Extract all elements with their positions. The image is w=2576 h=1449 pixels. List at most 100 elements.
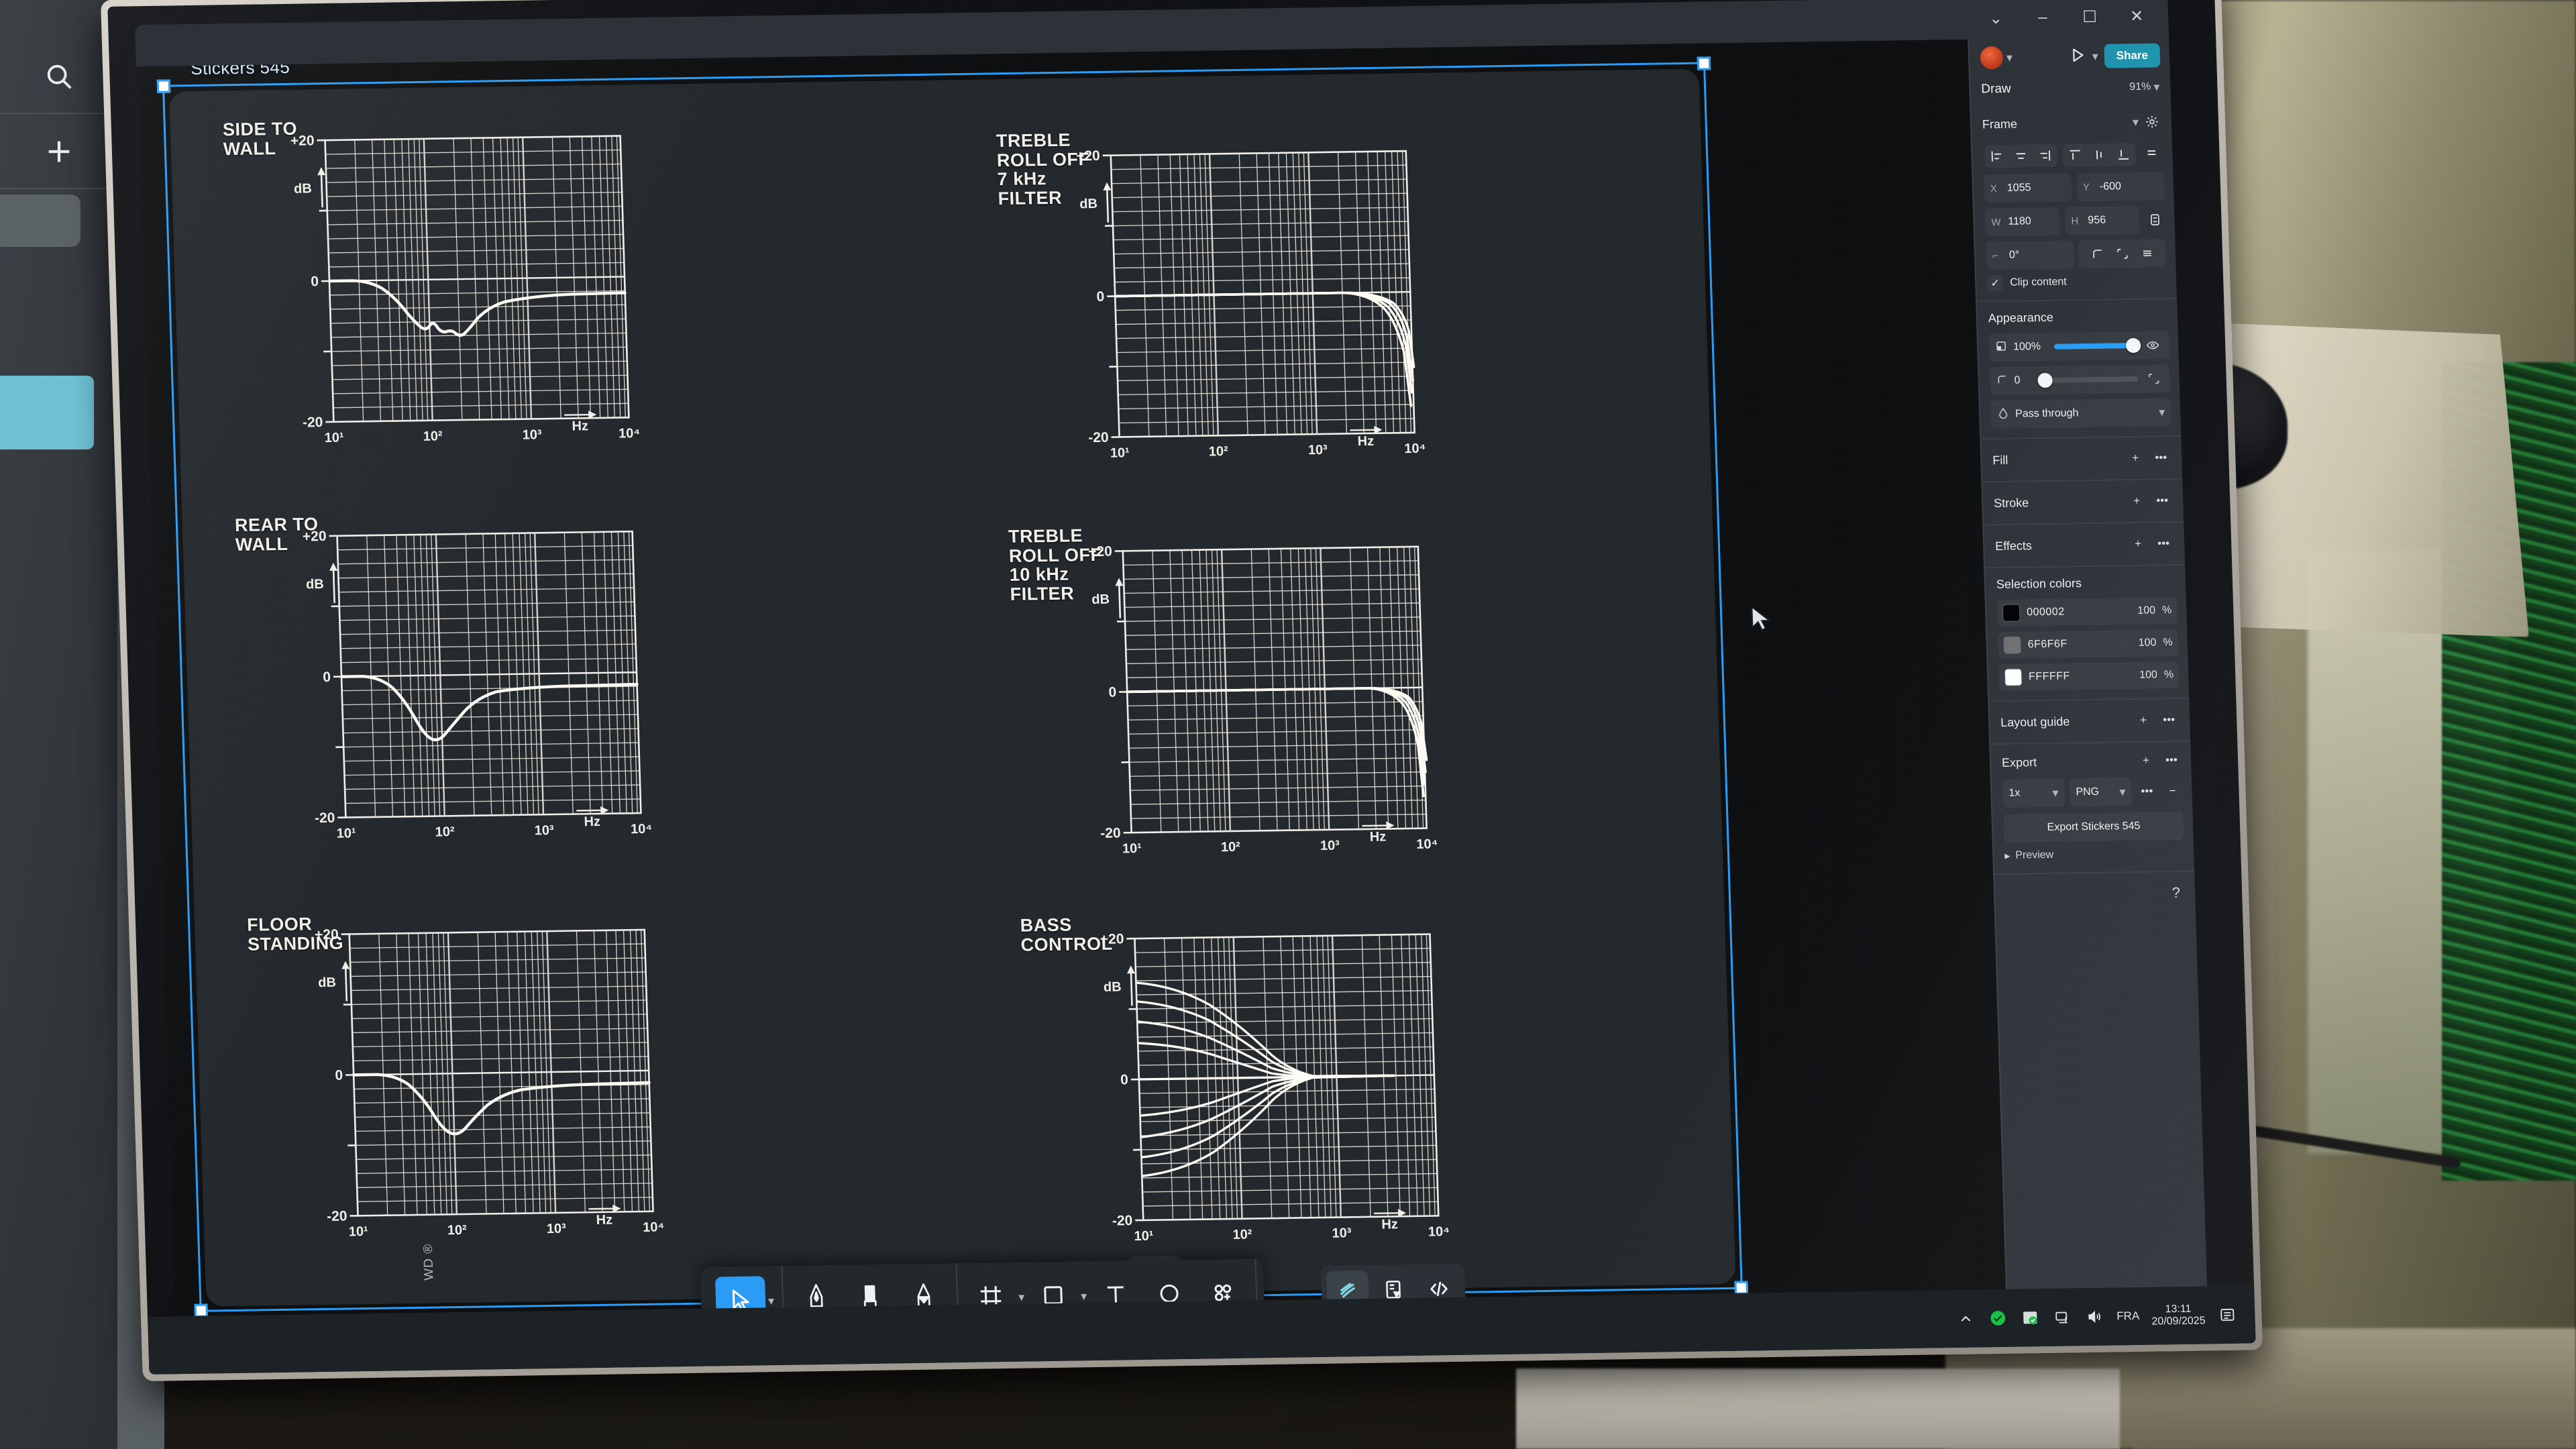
width-field[interactable]: W 1180 bbox=[1984, 207, 2061, 237]
corner-radius-value[interactable]: 0 bbox=[2014, 374, 2021, 386]
share-button[interactable]: Share bbox=[2104, 43, 2161, 68]
chevron-down-icon[interactable]: ▾ bbox=[2119, 784, 2126, 798]
chevron-down-icon[interactable]: ▾ bbox=[1080, 1289, 1087, 1303]
blend-mode-row[interactable]: Pass through ▾ bbox=[1990, 398, 2171, 429]
chevron-down-icon[interactable]: ▾ bbox=[2006, 50, 2013, 64]
more-fill-button[interactable]: ••• bbox=[2155, 451, 2167, 464]
chevron-up-icon[interactable] bbox=[1955, 1309, 1976, 1329]
artboard-stickers-545[interactable]: SIDE TO WALL bbox=[169, 68, 1736, 1307]
close-button[interactable]: ✕ bbox=[2129, 7, 2144, 25]
avatar[interactable] bbox=[1980, 46, 2004, 70]
add-effect-button[interactable]: + bbox=[2134, 537, 2142, 550]
resize-handle-top-left[interactable] bbox=[156, 79, 171, 93]
zoom-level[interactable]: 91% bbox=[2129, 80, 2151, 93]
x-field[interactable]: X 1055 bbox=[1984, 173, 2072, 203]
chevron-down-icon[interactable]: ⌄ bbox=[1988, 9, 2003, 28]
add-stroke-button[interactable]: + bbox=[2133, 494, 2141, 508]
export-scale-select[interactable]: 1x ▾ bbox=[2002, 778, 2065, 808]
maximize-button[interactable]: ☐ bbox=[2082, 7, 2098, 26]
tool-actions[interactable] bbox=[1197, 1269, 1248, 1320]
tool-annotate[interactable] bbox=[1372, 1270, 1415, 1312]
volume-icon[interactable] bbox=[2084, 1307, 2105, 1327]
blend-mode-value[interactable]: Pass through bbox=[2015, 407, 2079, 420]
present-button[interactable] bbox=[2067, 46, 2088, 66]
minimize-button[interactable]: – bbox=[2038, 7, 2048, 27]
shield-green-icon[interactable] bbox=[1988, 1308, 2008, 1328]
selection-color-row[interactable]: FFFFFF 100 % bbox=[1998, 661, 2180, 691]
align-top-icon[interactable] bbox=[2063, 144, 2088, 167]
align-center-icon[interactable] bbox=[2008, 144, 2033, 168]
color-opacity[interactable]: 100 bbox=[2137, 604, 2156, 616]
align-middle-icon[interactable] bbox=[2087, 144, 2112, 167]
notification-icon[interactable] bbox=[2217, 1305, 2238, 1325]
y-field[interactable]: Y -600 bbox=[2076, 172, 2165, 202]
resize-handle-top-right[interactable] bbox=[1697, 56, 1711, 70]
selection-color-row[interactable]: 000002 100 % bbox=[1996, 597, 2178, 627]
help-button[interactable]: ? bbox=[1994, 872, 2196, 916]
sidebar-item-search[interactable] bbox=[0, 40, 117, 114]
sidebar-item-new[interactable] bbox=[0, 115, 117, 189]
selection-color-row[interactable]: 6F6F6F 100 % bbox=[1998, 629, 2179, 659]
color-swatch[interactable] bbox=[2002, 604, 2021, 622]
export-button[interactable]: Export Stickers 545 bbox=[2003, 811, 2184, 843]
gear-icon[interactable] bbox=[2142, 111, 2163, 131]
remove-export-button[interactable]: − bbox=[2169, 784, 2176, 798]
chevron-down-icon[interactable]: ▾ bbox=[1018, 1290, 1025, 1304]
y-value[interactable]: -600 bbox=[2099, 180, 2122, 193]
chevron-down-icon[interactable]: ▾ bbox=[2153, 79, 2160, 94]
add-layout-guide-button[interactable]: + bbox=[2139, 713, 2147, 727]
add-export-button[interactable]: + bbox=[2142, 753, 2150, 767]
chevron-down-icon[interactable]: ▾ bbox=[2132, 115, 2139, 129]
tool-dev-mode[interactable] bbox=[1417, 1269, 1460, 1311]
account-group[interactable]: ▾ bbox=[1980, 46, 2012, 70]
tool-figma-ai[interactable] bbox=[1326, 1270, 1370, 1313]
more-layout-guide-button[interactable]: ••• bbox=[2162, 713, 2176, 727]
height-field[interactable]: H 956 bbox=[2064, 205, 2141, 235]
tool-frame[interactable] bbox=[965, 1273, 1016, 1323]
chevron-down-icon[interactable]: ▾ bbox=[2092, 49, 2098, 63]
language-indicator[interactable]: FRA bbox=[2116, 1309, 2140, 1323]
color-opacity[interactable]: 100 bbox=[2139, 669, 2158, 681]
eye-icon[interactable] bbox=[2143, 335, 2163, 355]
align-right-icon[interactable] bbox=[2033, 144, 2057, 168]
opacity-slider[interactable] bbox=[2054, 337, 2141, 354]
chevron-down-icon[interactable]: ▾ bbox=[767, 1293, 775, 1307]
design-canvas[interactable]: Stickers 545 SIDE TO WALL bbox=[136, 39, 2007, 1341]
network-icon[interactable] bbox=[2052, 1307, 2073, 1327]
tab-draw[interactable]: Draw bbox=[1981, 81, 2012, 97]
h-value[interactable]: 956 bbox=[2088, 214, 2106, 227]
clip-content-checkbox[interactable]: ✓ bbox=[1986, 274, 2004, 292]
color-hex[interactable]: 6F6F6F bbox=[2027, 638, 2068, 651]
clock[interactable]: 13:11 20/09/2025 bbox=[2151, 1303, 2206, 1328]
sidebar-active-tab[interactable] bbox=[0, 376, 94, 449]
color-swatch[interactable] bbox=[2003, 636, 2022, 654]
export-format-value[interactable]: PNG bbox=[2076, 786, 2100, 798]
rotation-value[interactable]: 0° bbox=[2008, 249, 2020, 261]
export-scale-value[interactable]: 1x bbox=[2008, 787, 2021, 799]
export-preview-row[interactable]: ▸ Preview bbox=[2004, 844, 2185, 864]
tool-text[interactable] bbox=[1090, 1271, 1141, 1321]
lock-aspect-icon[interactable] bbox=[2145, 209, 2165, 229]
export-format-select[interactable]: PNG ▾ bbox=[2069, 777, 2133, 807]
chevron-down-icon[interactable]: ▾ bbox=[2158, 405, 2165, 419]
more-icon[interactable] bbox=[2141, 142, 2162, 162]
align-left-icon[interactable] bbox=[1984, 145, 2009, 168]
add-fill-button[interactable]: + bbox=[2131, 451, 2139, 465]
independent-corners-icon[interactable] bbox=[2143, 368, 2164, 388]
independent-corners-icon[interactable] bbox=[2112, 244, 2133, 264]
more-stroke-button[interactable]: ••• bbox=[2155, 494, 2169, 507]
ellipsis-icon[interactable]: ••• bbox=[2141, 784, 2153, 798]
color-swatch[interactable] bbox=[2004, 668, 2023, 686]
w-value[interactable]: 1180 bbox=[2008, 215, 2032, 227]
opacity-row[interactable]: 100% bbox=[1988, 331, 2169, 362]
clip-content-row[interactable]: ✓ Clip content bbox=[1986, 272, 2167, 292]
align-bottom-icon[interactable] bbox=[2111, 143, 2136, 166]
more-export-button[interactable]: ••• bbox=[2165, 753, 2178, 767]
sidebar-pill[interactable] bbox=[0, 195, 80, 247]
chevron-right-icon[interactable]: ▸ bbox=[2004, 850, 2010, 862]
color-hex[interactable]: FFFFFF bbox=[2028, 670, 2071, 683]
rotation-field[interactable]: ⌐ 0° bbox=[1986, 240, 2074, 270]
chevron-down-icon[interactable]: ▾ bbox=[2052, 786, 2059, 800]
color-hex[interactable]: 000002 bbox=[2026, 606, 2065, 619]
more-effect-button[interactable]: ••• bbox=[2157, 537, 2170, 550]
